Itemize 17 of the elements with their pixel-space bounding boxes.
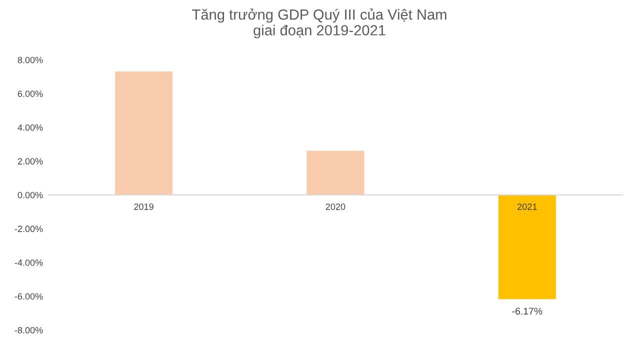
- bar: [306, 150, 364, 195]
- bar: [498, 194, 556, 300]
- y-tick-label: 0.00%: [18, 192, 43, 198]
- data-label: -6.17%: [512, 308, 542, 315]
- x-tick-label: 2020: [326, 204, 346, 210]
- y-tick-label: -4.00%: [14, 259, 43, 266]
- y-tick-label: 6.00%: [18, 90, 43, 97]
- y-tick-label: -6.00%: [14, 293, 43, 300]
- y-tick-label: -8.00%: [14, 326, 43, 334]
- chart-title: Tăng trưởng GDP Quý III của Việt Nam giai đoạn 2019-2021: [192, 8, 446, 38]
- bar: [115, 72, 173, 195]
- y-tick-label: -2.00%: [14, 226, 43, 232]
- y-tick-label: 2.00%: [18, 158, 43, 165]
- x-tick-label: 2021: [518, 204, 537, 210]
- x-tick-label: 2019: [134, 204, 154, 210]
- y-tick-label: 8.00%: [18, 56, 43, 64]
- y-tick-label: 4.00%: [18, 124, 43, 131]
